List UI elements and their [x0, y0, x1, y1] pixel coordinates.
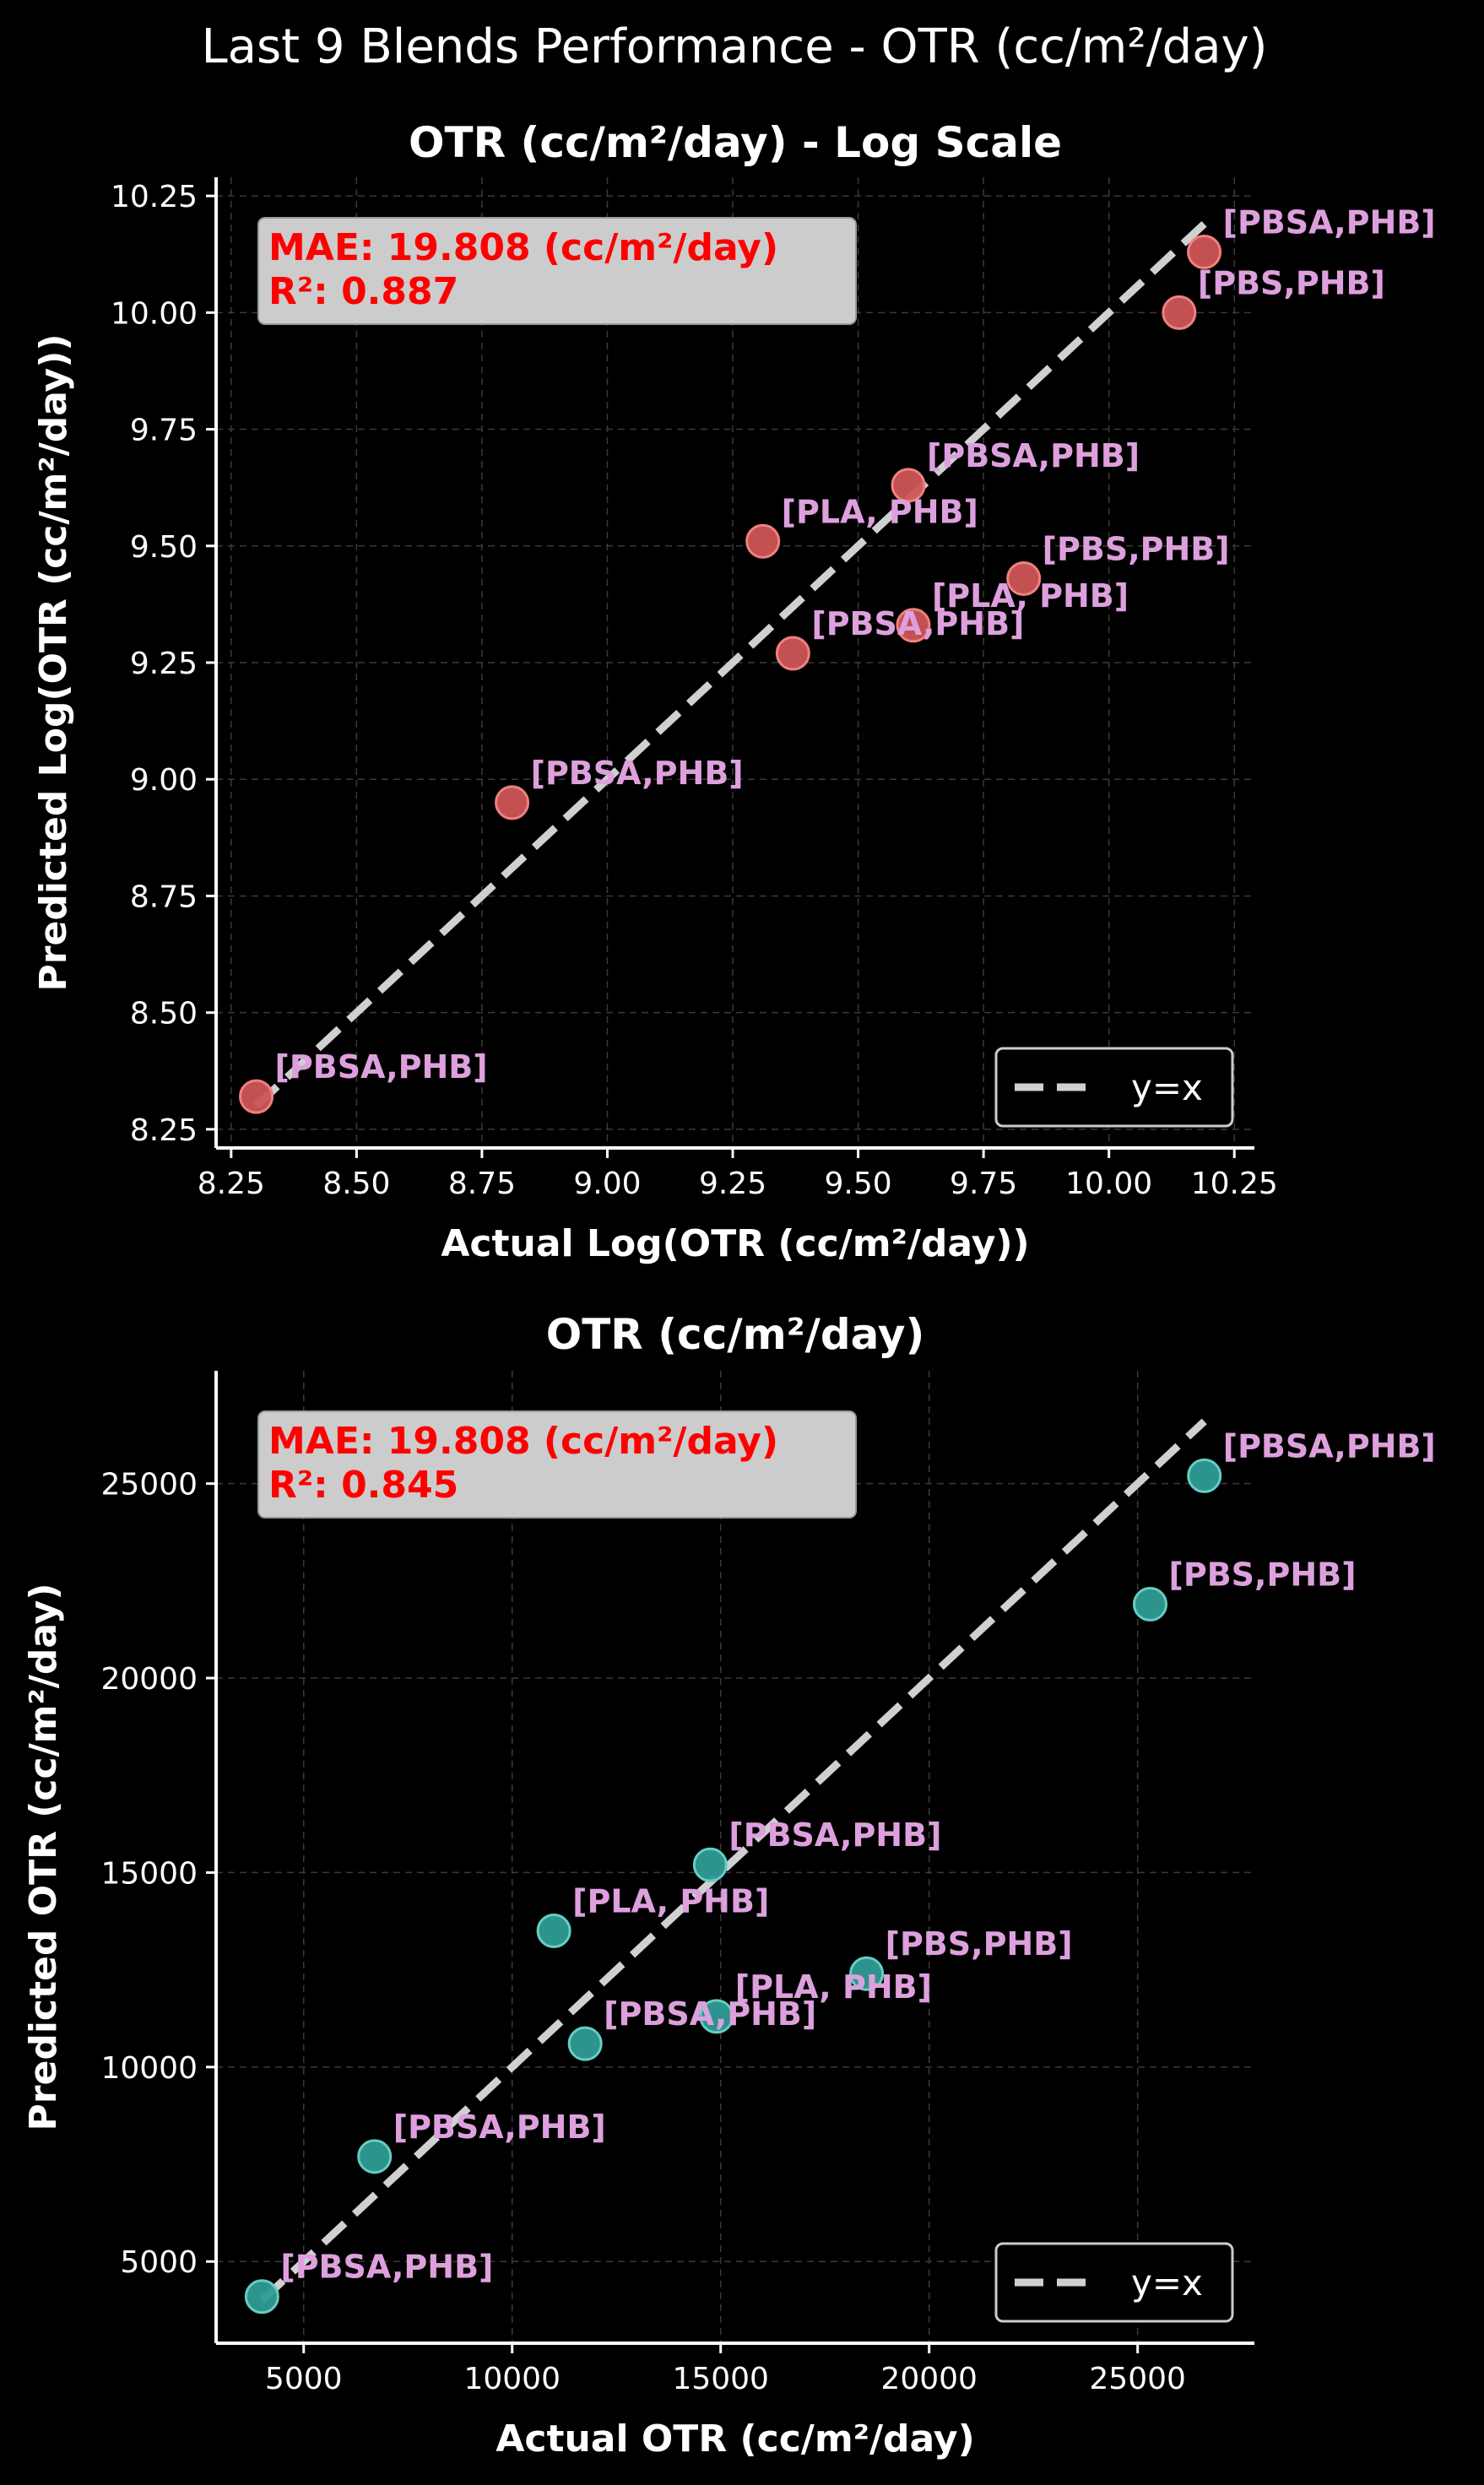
point-label: [PLA, PHB] [782, 493, 978, 530]
x-tick-label: 5000 [265, 2362, 343, 2396]
x-tick-label: 9.25 [699, 1167, 766, 1201]
y-tick-label: 9.50 [130, 530, 198, 565]
y-tick-label: 10.25 [111, 180, 198, 214]
data-point [849, 1956, 885, 1991]
y-tick-label: 9.00 [130, 763, 198, 798]
data-point [1006, 560, 1042, 596]
y-tick-label: 9.75 [130, 414, 198, 448]
r2-text: R²: 0.887 [268, 270, 458, 313]
mae-text: MAE: 19.808 (cc/m²/day) [268, 226, 778, 269]
x-tick-label: 10.25 [1191, 1167, 1278, 1201]
point-label: [PBS,PHB] [1169, 1556, 1357, 1593]
x-tick-label: 15000 [672, 2362, 769, 2396]
data-point [745, 523, 781, 559]
metrics-box [257, 217, 857, 325]
data-point [1187, 1458, 1222, 1493]
data-point [1133, 1586, 1168, 1621]
data-point [1187, 234, 1222, 269]
y-tick-label: 10.00 [111, 296, 198, 331]
point-label: [PBSA,PHB] [728, 1816, 941, 1854]
x-axis-label: Actual Log(OTR (cc/m²/day)) [441, 1222, 1029, 1265]
data-point [536, 1914, 571, 1949]
y-tick-label: 10000 [100, 2051, 198, 2086]
data-point [896, 608, 931, 643]
data-point [775, 636, 810, 671]
metrics-box [257, 1410, 857, 1519]
data-point [239, 1079, 274, 1114]
point-label: [PBSA,PHB] [1223, 203, 1436, 241]
legend-label: y=x [1131, 1067, 1203, 1108]
x-tick-label: 8.25 [198, 1167, 265, 1201]
x-tick-label: 9.00 [573, 1167, 641, 1201]
chart-2: 5000 10000 15000 20000 25000 5000 10000 15000 20… [22, 1310, 1436, 2461]
point-label: [PLA, PHB] [735, 1968, 932, 2006]
point-label: [PBSA,PHB] [927, 437, 1140, 474]
data-point [244, 2279, 279, 2314]
x-tick-label: 8.75 [448, 1167, 516, 1201]
data-point [567, 2026, 603, 2061]
data-point [357, 2139, 393, 2174]
x-tick-label: 9.50 [825, 1167, 892, 1201]
point-label: [PBSA,PHB] [604, 1995, 816, 2033]
x-tick-label: 25000 [1089, 2362, 1186, 2396]
r2-text: R²: 0.845 [268, 1464, 458, 1507]
y-tick-label: 8.75 [130, 880, 198, 914]
identity-line [259, 1418, 1207, 2304]
y-tick-label: 25000 [100, 1468, 198, 1502]
chart-title: OTR (cc/m²/day) - Log Scale [409, 118, 1062, 167]
data-point [495, 785, 530, 820]
identity-line [253, 220, 1207, 1109]
point-label: [PBSA,PHB] [811, 605, 1024, 642]
point-label: [PBSA,PHB] [1223, 1427, 1436, 1464]
point-label: [PLA, PHB] [932, 577, 1129, 614]
x-tick-label: 20000 [880, 2362, 978, 2396]
y-tick-label: 8.50 [130, 997, 198, 1031]
data-point [699, 1999, 734, 2034]
point-label: [PBS,PHB] [1043, 530, 1230, 567]
x-tick-label: 10.00 [1065, 1167, 1152, 1201]
mae-text: MAE: 19.808 (cc/m²/day) [268, 1420, 778, 1463]
legend-box [994, 1047, 1234, 1128]
data-point [1162, 295, 1197, 330]
y-tick-label: 15000 [100, 1856, 198, 1891]
data-point [692, 1847, 728, 1882]
chart-1: 8.25 8.50 8.75 9.00 9.25 9.50 9.75 10.00 10.25 8.… [32, 118, 1436, 1265]
y-tick-label: 8.25 [130, 1113, 198, 1148]
point-label: [PBSA,PHB] [280, 2249, 493, 2286]
legend-label: y=x [1131, 2262, 1203, 2304]
y-tick-label: 20000 [100, 1662, 198, 1697]
y-axis-label: Predicted OTR (cc/m²/day) [22, 1584, 65, 2131]
data-point [891, 468, 926, 503]
point-label: [PBSA,PHB] [393, 2109, 606, 2146]
point-label: [PLA, PHB] [572, 1883, 769, 1920]
x-tick-label: 8.50 [322, 1167, 390, 1201]
point-label: [PBS,PHB] [886, 1925, 1073, 1963]
point-label: [PBSA,PHB] [275, 1048, 488, 1085]
point-label: [PBSA,PHB] [531, 755, 744, 792]
y-axis-label: Predicted Log(OTR (cc/m²/day)) [32, 334, 75, 992]
x-tick-label: 10000 [463, 2362, 561, 2396]
figure-title: Last 9 Blends Performance - OTR (cc/m²/d… [201, 19, 1267, 74]
x-axis-label: Actual OTR (cc/m²/day) [496, 2417, 974, 2461]
y-tick-label: 5000 [120, 2245, 198, 2280]
x-tick-label: 9.75 [950, 1167, 1017, 1201]
chart-title: OTR (cc/m²/day) [546, 1310, 925, 1359]
y-tick-label: 9.25 [130, 647, 198, 681]
legend-box [994, 2242, 1234, 2323]
point-label: [PBS,PHB] [1198, 264, 1385, 301]
